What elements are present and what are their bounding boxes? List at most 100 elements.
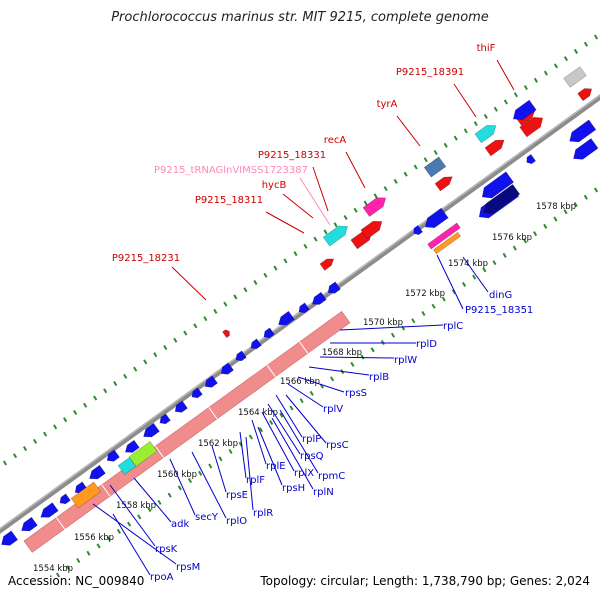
gene-label-leader-line (92, 503, 177, 565)
gene-label-leader-line (112, 513, 151, 576)
reverse-gene-arrow (512, 99, 537, 121)
gene-label-rpsC: rpsC (326, 440, 349, 451)
tick-mark-lower (289, 405, 294, 411)
gene-label-leader-line (312, 166, 329, 212)
gene-label-P9215_18331: P9215_18331 (258, 150, 326, 161)
tick-mark-upper (403, 171, 408, 177)
tick-mark-upper (203, 316, 208, 322)
tick-mark-upper (123, 373, 128, 379)
tick-mark-lower (553, 216, 558, 222)
tick-mark-upper (593, 34, 599, 40)
gene-label-rplW: rplW (394, 355, 417, 366)
tick-mark-lower (177, 485, 182, 491)
gene-label-layer: thiF P9215_18391 tyrA recA P9215_18331 P9215_… (92, 43, 533, 583)
gene-label-leader-line (271, 417, 314, 490)
kbp-tick-label: 1562 kbp (198, 439, 238, 449)
tick-mark-upper (463, 128, 468, 134)
tick-mark-lower (279, 412, 284, 418)
gene-label-rpoA: rpoA (150, 572, 174, 583)
gene-label-recA: recA (324, 135, 347, 146)
reverse-gene-arrow (235, 350, 247, 362)
tick-mark-upper (133, 366, 138, 372)
reverse-gene-arrow (159, 413, 171, 425)
tick-mark-upper (503, 99, 508, 105)
tick-mark-lower (147, 507, 152, 513)
tick-mark-upper (73, 409, 78, 415)
tick-mark-upper (563, 56, 569, 62)
gene-label-leader-line (297, 376, 345, 393)
tick-mark-upper (363, 200, 368, 206)
forward-gene-arrow (319, 258, 335, 271)
navy-gene-arrow (483, 184, 521, 214)
tick-mark-upper (2, 460, 8, 466)
tick-mark-upper (433, 150, 438, 156)
gene-label-rpmC: rpmC (318, 471, 345, 482)
gene-label-leader-line (396, 115, 421, 147)
gene-label-leader-line (462, 256, 489, 293)
gene-label-leader-line (285, 394, 327, 444)
tick-mark-upper (333, 222, 338, 228)
tick-mark-lower (441, 296, 446, 302)
tick-mark-upper (43, 431, 48, 437)
recA-gene-arrow (362, 197, 387, 217)
tick-mark-lower (370, 347, 375, 353)
tick-mark-lower (350, 361, 355, 367)
tick-mark-upper (273, 265, 278, 271)
tick-mark-lower (583, 194, 588, 200)
magenta-gene-bar (427, 222, 461, 250)
tick-mark-upper (573, 48, 579, 54)
tick-mark-upper (53, 424, 58, 430)
gene-label-P9215_18311: P9215_18311 (195, 195, 263, 206)
tick-mark-upper (293, 251, 298, 257)
tyrA-gene-box (423, 156, 447, 178)
tick-mark-lower (492, 260, 497, 266)
tick-mark-upper (313, 236, 318, 242)
tick-mark-upper (553, 63, 558, 69)
gene-label-thiF: thiF (477, 43, 496, 54)
reverse-gene-arrow (59, 493, 71, 505)
tick-mark-upper (113, 381, 118, 387)
kbp-tick-label: 1558 kbp (116, 501, 156, 511)
tick-mark-lower (573, 202, 578, 208)
tick-mark-upper (583, 41, 589, 47)
gene-label-leader-line (261, 411, 295, 472)
kbp-tick-label: 1576 kbp (492, 233, 532, 243)
gene-label-leader-line (265, 211, 305, 234)
reverse-gene-arrow (191, 387, 203, 399)
tick-mark-upper (213, 308, 218, 314)
tick-mark-lower (421, 310, 426, 317)
reverse-gene-arrow (250, 338, 262, 350)
tick-mark-lower (330, 376, 335, 382)
tick-mark-lower (593, 187, 599, 193)
tick-mark-upper (493, 106, 498, 112)
gene-label-secY: secY (195, 512, 219, 523)
reverse-gene-arrow (263, 327, 275, 339)
tick-mark-lower (451, 289, 456, 295)
tick-mark-upper (173, 337, 178, 343)
reverse-gene-arrow (569, 119, 597, 143)
gene-label-leader-line (211, 445, 227, 493)
tick-mark-lower (299, 398, 304, 404)
tick-mark-upper (473, 121, 478, 127)
reverse-gene-arrow (106, 449, 120, 462)
gene-label-rplD: rplD (416, 339, 437, 350)
tick-mark-upper (453, 135, 458, 141)
reverse-gene-arrow (413, 225, 423, 235)
gene-label-leader-line (319, 356, 395, 359)
tick-mark-upper (483, 113, 488, 119)
gene-label-rpsS: rpsS (345, 388, 367, 399)
tick-mark-lower (309, 390, 314, 396)
gene-label-rplN: rplN (313, 487, 334, 498)
tick-mark-lower (390, 332, 396, 338)
rrna-block-layer (23, 311, 351, 553)
tick-mark-lower (187, 478, 193, 484)
tick-mark-upper (423, 157, 428, 163)
tick-mark-upper (533, 77, 538, 83)
trna-gene-arrow (322, 225, 348, 247)
reverse-gene-arrow (278, 310, 295, 326)
tick-layer (2, 34, 599, 578)
operon-block-divider (56, 517, 66, 530)
gene-label-P9215_18351: P9215_18351 (465, 305, 533, 316)
tick-mark-upper (383, 186, 388, 192)
